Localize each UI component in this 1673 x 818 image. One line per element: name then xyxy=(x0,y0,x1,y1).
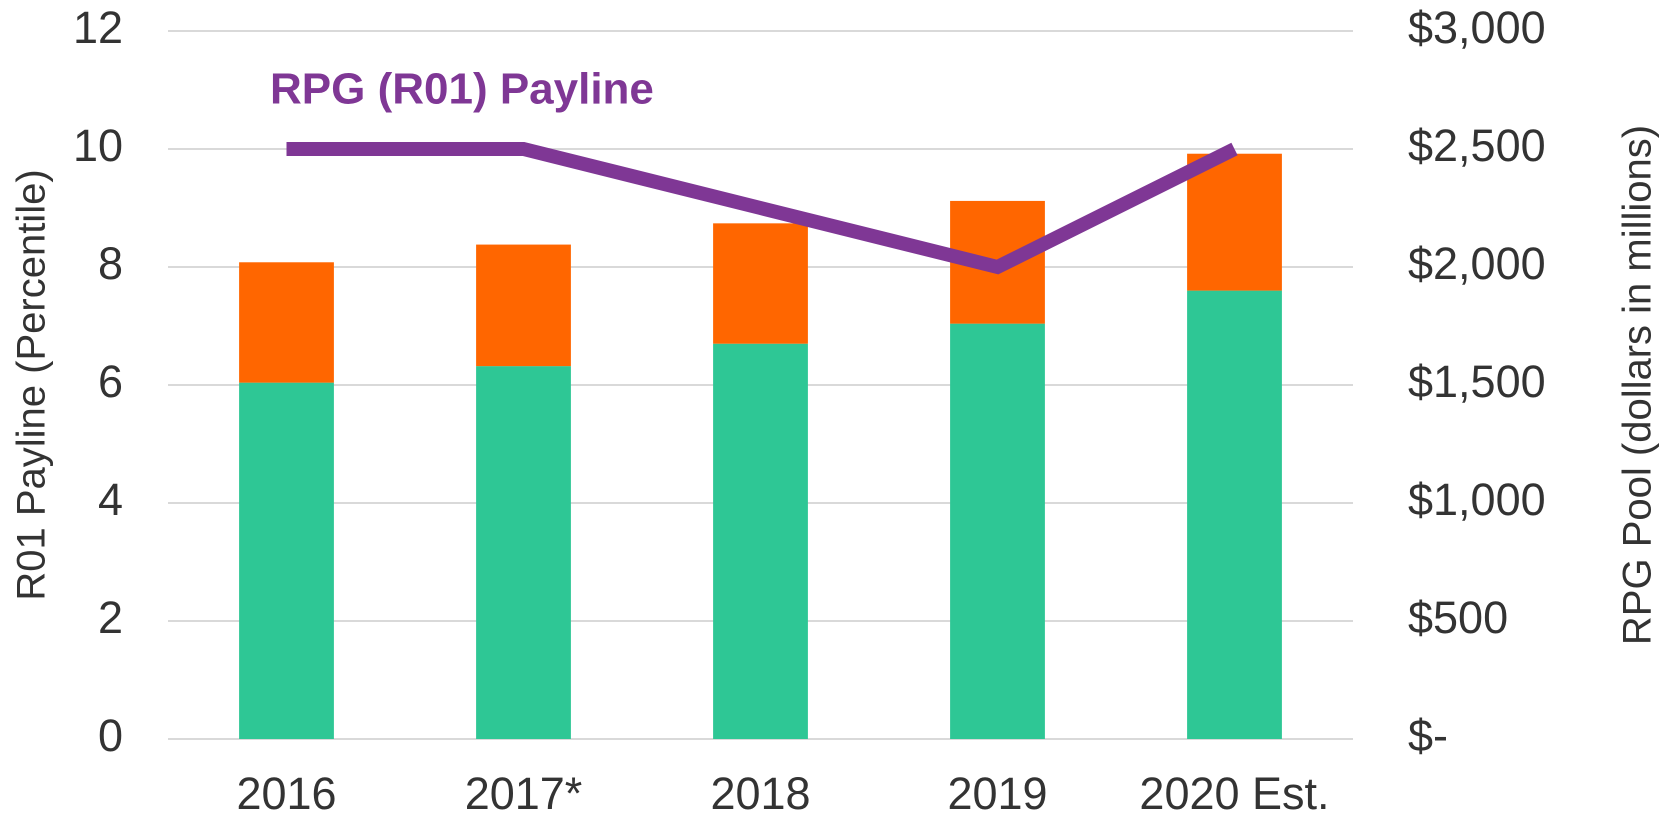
y-tick-label: 10 xyxy=(73,120,123,171)
bar xyxy=(713,223,808,344)
x-tick-label: 2016 xyxy=(236,768,336,818)
y2-tick-label: $3,000 xyxy=(1408,2,1546,53)
line-label: RPG (R01) Payline xyxy=(270,65,654,114)
y2-tick-label: $1,000 xyxy=(1408,474,1546,525)
line xyxy=(286,142,1238,275)
bar xyxy=(1187,290,1282,739)
x-tick-label: 2018 xyxy=(710,768,810,818)
x-tick-label: 2019 xyxy=(947,768,1047,818)
bar xyxy=(713,343,808,739)
y-tick-label: 6 xyxy=(98,356,123,407)
y-tick-label: 12 xyxy=(73,2,123,53)
y2-tick-label: $1,500 xyxy=(1408,356,1546,407)
y2-tick-label: $2,500 xyxy=(1408,120,1546,171)
bar xyxy=(950,323,1045,739)
y2-tick-label: $- xyxy=(1408,710,1448,761)
bar xyxy=(476,366,571,739)
bar xyxy=(476,244,571,367)
x-tick-label: 2017* xyxy=(465,768,583,818)
y-tick-label: 8 xyxy=(98,238,123,289)
y-tick-label: 4 xyxy=(98,474,123,525)
y-tick-label: 0 xyxy=(98,710,123,761)
y-tick-label: 2 xyxy=(98,592,123,643)
y2-axis-title: RPG Pool (dollars in millions) xyxy=(1616,125,1660,645)
y2-tick-label: $2,000 xyxy=(1408,238,1546,289)
bar xyxy=(239,262,334,383)
bar xyxy=(1187,153,1282,291)
x-tick-label: 2020 Est. xyxy=(1139,768,1329,818)
y2-tick-label: $500 xyxy=(1408,592,1508,643)
y-axis-title: R01 Payline (Percentile) xyxy=(10,169,54,600)
bar xyxy=(239,382,334,739)
